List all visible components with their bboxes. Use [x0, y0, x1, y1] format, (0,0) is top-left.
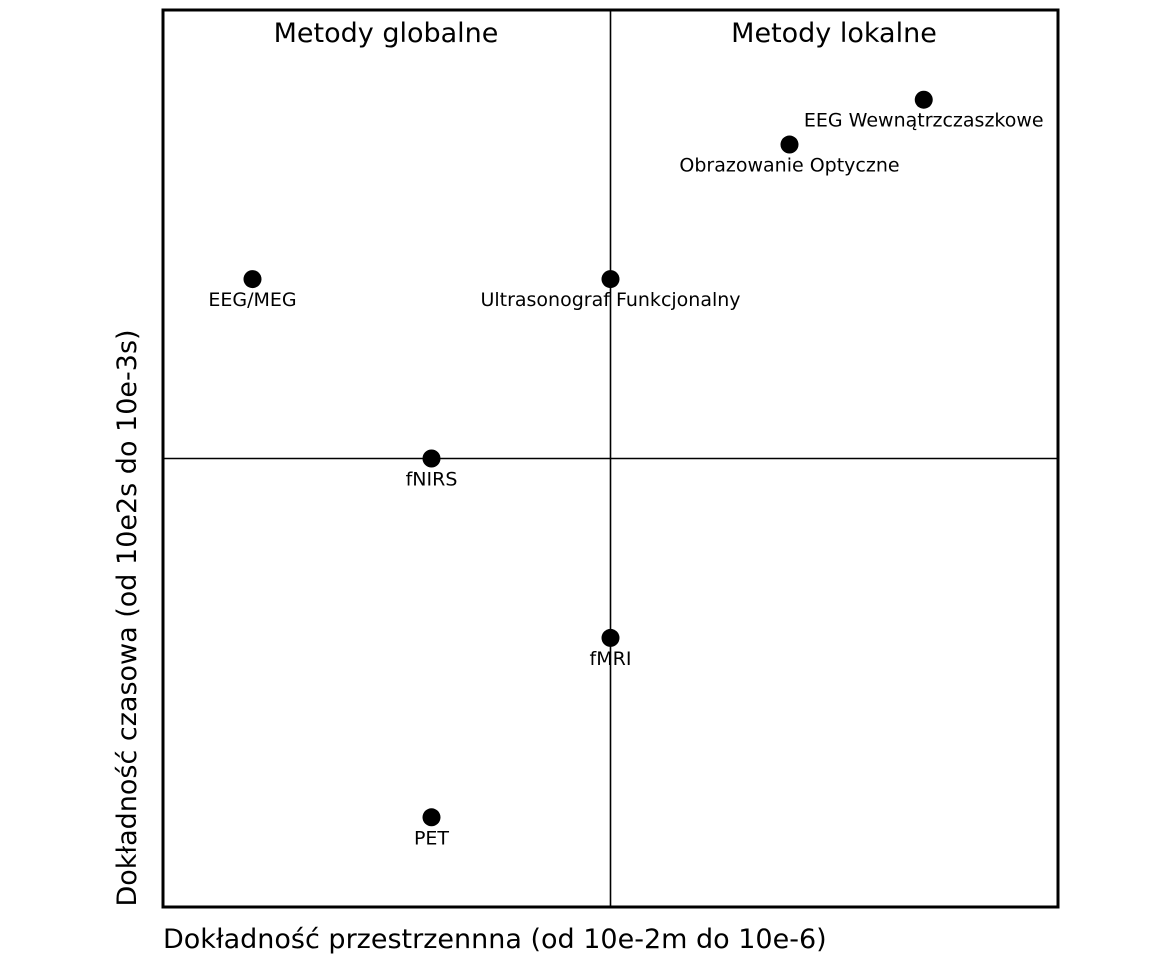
- data-point-label: PET: [414, 827, 449, 849]
- data-point-marker: [601, 628, 620, 647]
- data-point-marker: [422, 449, 441, 468]
- header-local-methods: Metody lokalne: [731, 18, 937, 49]
- data-point-label: Obrazowanie Optyczne: [679, 155, 899, 177]
- data-points: EEG Wewnątrzczaszkowe Obrazowanie Optyczn…: [208, 90, 1044, 849]
- y-axis-title: Dokładność czasowa (od 10e2s do 10e-3s): [112, 329, 143, 906]
- x-axis-title: Dokładność przestrzennna (od 10e-2m do 1…: [163, 924, 827, 955]
- data-point-label: Ultrasonograf Funkcjonalny: [480, 289, 740, 311]
- header-global-methods: Metody globalne: [274, 18, 499, 49]
- data-point-marker: [914, 90, 933, 109]
- data-point-label: fMRI: [590, 648, 632, 670]
- data-point-marker: [780, 135, 799, 154]
- data-point-label: EEG/MEG: [208, 289, 296, 311]
- data-point-marker: [243, 270, 262, 289]
- data-point-marker: [601, 270, 620, 289]
- data-point-label: fNIRS: [406, 469, 458, 491]
- data-point-label: EEG Wewnątrzczaszkowe: [804, 110, 1044, 132]
- data-point-marker: [422, 808, 441, 827]
